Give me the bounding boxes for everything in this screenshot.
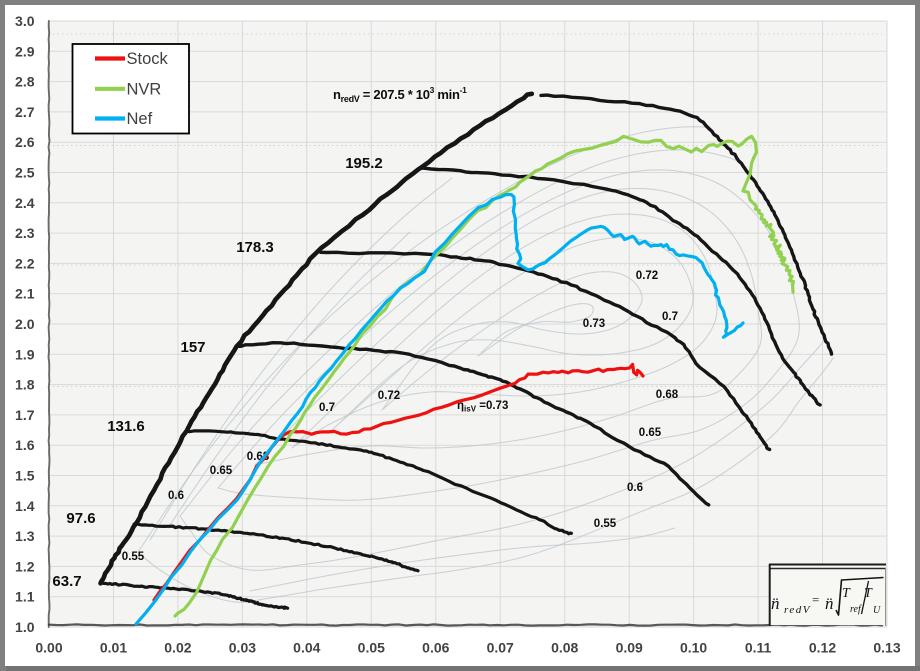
svg-text:2.3: 2.3 <box>15 225 35 241</box>
svg-text:1.2: 1.2 <box>15 558 35 574</box>
svg-text:0.05: 0.05 <box>358 640 385 656</box>
svg-text:0.7: 0.7 <box>319 402 335 414</box>
svg-text:0.02: 0.02 <box>164 640 191 656</box>
svg-text:T: T <box>864 586 873 601</box>
svg-text:1.3: 1.3 <box>15 528 35 544</box>
svg-text:Nef: Nef <box>127 110 153 128</box>
svg-text:1.0: 1.0 <box>15 619 35 635</box>
svg-text:2.5: 2.5 <box>15 165 35 181</box>
svg-text:U: U <box>873 605 881 616</box>
svg-text:2.4: 2.4 <box>15 195 35 211</box>
svg-text:0.09: 0.09 <box>616 640 643 656</box>
svg-text:2.0: 2.0 <box>15 316 35 332</box>
svg-text:NVR: NVR <box>127 80 162 98</box>
svg-text:0.08: 0.08 <box>551 640 578 656</box>
svg-text:0.00: 0.00 <box>35 640 62 656</box>
svg-text:0.6: 0.6 <box>627 482 643 494</box>
svg-text:=: = <box>812 592 819 607</box>
svg-text:0.7: 0.7 <box>662 311 678 323</box>
svg-text:0.04: 0.04 <box>293 640 320 656</box>
svg-text:195.2: 195.2 <box>345 155 383 172</box>
svg-text:0.55: 0.55 <box>594 518 617 530</box>
svg-text:1.9: 1.9 <box>15 346 35 362</box>
svg-text:2.2: 2.2 <box>15 255 35 271</box>
svg-text:0.07: 0.07 <box>487 640 514 656</box>
svg-text:1.4: 1.4 <box>15 498 35 514</box>
svg-text:1.6: 1.6 <box>15 437 35 453</box>
svg-text:97.6: 97.6 <box>66 510 95 527</box>
svg-text:0.13: 0.13 <box>873 640 900 656</box>
svg-text:2.6: 2.6 <box>15 134 35 150</box>
svg-text:0.73: 0.73 <box>583 318 605 330</box>
svg-text:2.8: 2.8 <box>15 74 35 90</box>
svg-text:Stock: Stock <box>127 50 169 68</box>
svg-text:0.03: 0.03 <box>229 640 256 656</box>
svg-text:n̈: n̈ <box>771 594 780 613</box>
svg-text:T: T <box>842 586 851 601</box>
svg-text:1.5: 1.5 <box>15 468 35 484</box>
svg-text:0.06: 0.06 <box>422 640 449 656</box>
svg-text:2.9: 2.9 <box>15 43 35 59</box>
svg-text:3.0: 3.0 <box>15 13 35 29</box>
svg-text:nredV = 207.5 * 103 min-1: nredV = 207.5 * 103 min-1 <box>333 85 467 104</box>
svg-text:63.7: 63.7 <box>52 573 81 590</box>
svg-text:0.11: 0.11 <box>745 640 772 656</box>
svg-text:0.12: 0.12 <box>809 640 836 656</box>
svg-text:178.3: 178.3 <box>236 239 274 256</box>
svg-text:1.8: 1.8 <box>15 377 35 393</box>
svg-text:0.72: 0.72 <box>378 390 400 402</box>
svg-text:2.7: 2.7 <box>15 104 35 120</box>
svg-text:0.55: 0.55 <box>122 551 145 563</box>
svg-text:1.1: 1.1 <box>15 589 35 605</box>
svg-text:redV: redV <box>784 604 811 616</box>
svg-text:0.10: 0.10 <box>680 640 707 656</box>
svg-text:0.6: 0.6 <box>168 490 184 502</box>
svg-text:131.6: 131.6 <box>107 418 145 435</box>
svg-text:1.7: 1.7 <box>15 407 35 423</box>
svg-text:2.1: 2.1 <box>15 286 35 302</box>
svg-text:ref: ref <box>850 604 862 615</box>
svg-text:0.68: 0.68 <box>656 389 679 401</box>
svg-text:0.65: 0.65 <box>210 465 233 477</box>
svg-text:157: 157 <box>180 339 205 356</box>
svg-text:0.65: 0.65 <box>639 427 662 439</box>
svg-text:0.01: 0.01 <box>100 640 127 656</box>
svg-text:n̈: n̈ <box>825 594 834 613</box>
svg-text:0.72: 0.72 <box>636 270 658 282</box>
